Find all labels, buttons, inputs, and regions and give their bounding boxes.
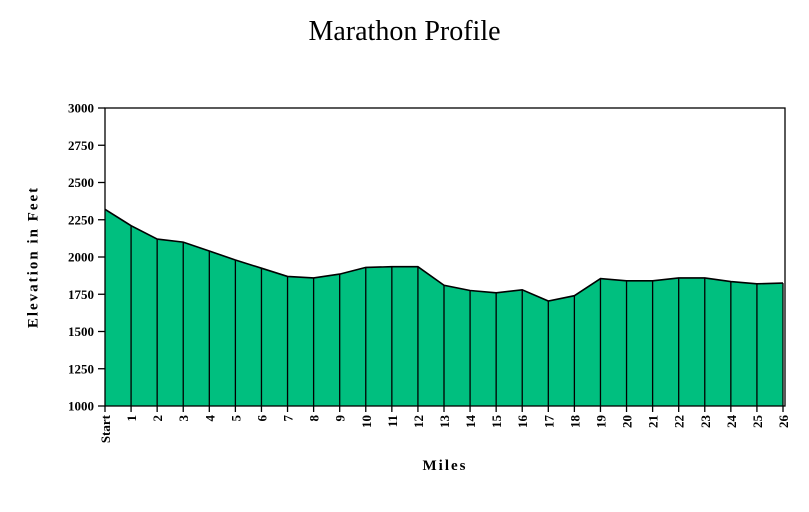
y-tick-label: 2000 bbox=[68, 250, 94, 265]
x-tick-label: 7 bbox=[281, 415, 296, 422]
x-tick-label: 22 bbox=[672, 415, 687, 428]
x-tick-label: 12 bbox=[411, 415, 426, 428]
x-tick-label: 14 bbox=[463, 415, 478, 429]
x-tick-label: 2 bbox=[150, 415, 165, 422]
y-tick-label: 1500 bbox=[68, 324, 94, 339]
x-tick-label: 17 bbox=[541, 415, 556, 429]
x-tick-label: 11 bbox=[385, 415, 400, 427]
x-tick-label: 18 bbox=[567, 415, 582, 429]
x-tick-label: 15 bbox=[489, 414, 504, 428]
y-tick-label: 1000 bbox=[68, 399, 94, 414]
y-tick-label: 1250 bbox=[68, 361, 94, 376]
x-tick-label: 1 bbox=[124, 415, 139, 422]
x-tick-label: 26 bbox=[776, 415, 791, 429]
x-tick-label: 4 bbox=[202, 415, 217, 422]
x-tick-label: 13 bbox=[437, 415, 452, 429]
x-axis-title: Miles bbox=[422, 458, 468, 474]
x-tick-label: 6 bbox=[254, 415, 269, 422]
x-tick-label: 25 bbox=[750, 415, 765, 429]
y-axis-title: Elevation in Feet bbox=[25, 185, 42, 329]
x-tick-label: Start bbox=[98, 414, 113, 443]
y-tick-label: 3000 bbox=[68, 101, 94, 116]
x-tick-label: 10 bbox=[359, 415, 374, 428]
x-tick-label: 9 bbox=[333, 415, 348, 422]
y-tick-label: 2750 bbox=[68, 138, 94, 153]
x-tick-label: 23 bbox=[698, 415, 713, 429]
x-tick-label: 3 bbox=[176, 415, 191, 422]
x-tick-label: 16 bbox=[515, 415, 530, 429]
x-tick-label: 5 bbox=[228, 415, 243, 422]
y-tick-label: 2250 bbox=[68, 212, 94, 227]
chart-title: Marathon Profile bbox=[308, 16, 501, 47]
x-tick-label: 20 bbox=[620, 415, 635, 428]
x-tick-label: 21 bbox=[646, 415, 661, 428]
profile-line bbox=[104, 208, 784, 302]
x-tick-label: 8 bbox=[307, 415, 322, 422]
x-tick-label: 24 bbox=[724, 415, 739, 429]
x-tick-label: 19 bbox=[593, 415, 608, 429]
y-tick-label: 2500 bbox=[68, 175, 94, 190]
y-tick-label: 1750 bbox=[68, 287, 94, 302]
